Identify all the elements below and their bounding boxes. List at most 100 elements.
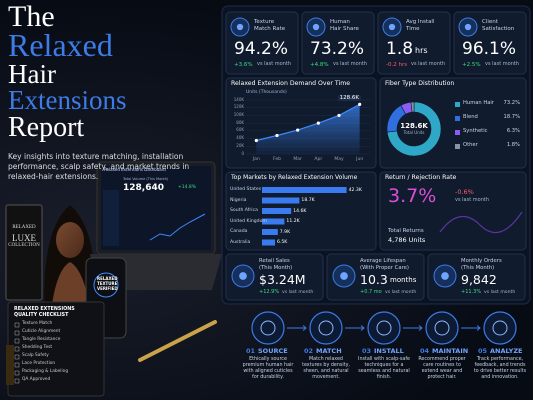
checkbox <box>14 362 20 368</box>
checkbox <box>14 322 20 328</box>
step-arrow <box>345 325 365 331</box>
kpi-label: (With Proper Care) <box>360 265 409 271</box>
step-name: SOURCE <box>258 347 288 355</box>
step-arrow <box>461 325 481 331</box>
kpi-value: 94.2% <box>234 39 289 59</box>
kpi-change: +4.8% <box>310 62 329 68</box>
returns-value: 3.7% <box>388 185 437 207</box>
step-arrow <box>287 325 307 331</box>
legend-label: Other <box>463 142 478 148</box>
checkbox <box>14 354 20 360</box>
point <box>358 102 362 106</box>
legend-value: 73.2% <box>503 100 520 106</box>
y-tick-label: 100K <box>233 111 244 117</box>
kpi-change: -0.2 hrs <box>386 62 408 68</box>
laptop-metric-change: +14.8% <box>178 185 197 190</box>
legend-swatch <box>455 130 460 135</box>
returns-total-value: 4,786 Units <box>388 236 426 244</box>
kpi-label: Monthly Orders <box>461 258 502 264</box>
card <box>379 171 527 251</box>
kpi-label: Retail Sales <box>259 258 290 264</box>
kpi-label: Hair Share <box>330 26 359 32</box>
checklist-item: Packaging & Labeling <box>22 369 69 374</box>
bar <box>262 197 300 204</box>
step-number: 01 <box>246 347 256 355</box>
bar-value: 18.7K <box>301 198 315 203</box>
card <box>225 253 324 301</box>
x-tick-label: Apr <box>314 157 323 162</box>
step-text: Install with scalp-safe techniques for a… <box>358 357 410 380</box>
phone-text: VERIFIED <box>97 286 118 291</box>
bar-label: South Africa <box>230 208 258 213</box>
step-name: MAINTAIN <box>432 347 469 355</box>
laptop-sidebar <box>103 190 119 246</box>
line <box>256 103 360 142</box>
book-text: LUXE <box>12 233 36 243</box>
bar-label: Canada <box>230 229 248 234</box>
bar <box>262 229 278 235</box>
checklist-title: QUALITY CHECKLIST <box>14 313 69 318</box>
x-tick-label: Feb <box>273 157 281 162</box>
chart-title: Top Markets by Relaxed Extension Volume <box>231 174 358 181</box>
y-tick-label: 140K <box>233 96 244 102</box>
kpi-value: $3.24M <box>259 272 306 287</box>
step-name: ANALYZE <box>490 347 523 355</box>
kpi-icon-dot <box>388 23 396 31</box>
kpi-unit: months <box>390 276 417 284</box>
chart-title: Fiber Type Distribution <box>385 80 455 87</box>
laptop-chart <box>149 213 206 241</box>
pen <box>138 320 217 362</box>
kpi-icon-dot <box>236 23 244 31</box>
y-tick-label: 120K <box>233 104 244 110</box>
legend-value: 1.8% <box>506 142 520 148</box>
bar-label: United States <box>230 187 262 192</box>
area <box>256 104 360 154</box>
kpi-note: vs last month <box>333 61 367 67</box>
point <box>337 113 341 118</box>
kpi-change: +11.3% <box>461 289 482 295</box>
bar <box>262 187 347 193</box>
step-icon <box>492 320 508 336</box>
y-tick-label: 0 <box>241 150 244 156</box>
step-arrow <box>403 325 423 331</box>
checkbox <box>14 346 20 352</box>
returns-total-label: Total Returns <box>388 228 424 234</box>
kpi-label: Time <box>406 26 420 32</box>
legend-value: 6.3% <box>506 128 520 134</box>
x-tick-label: Jan <box>252 157 260 162</box>
y-tick-label: 20K <box>236 142 244 148</box>
step-text: Ethically source premium human hair with… <box>242 357 294 380</box>
book-text: RELAXED <box>12 225 36 230</box>
step-number: 02 <box>304 347 314 355</box>
donut-slice <box>410 101 415 113</box>
checkbox <box>14 338 20 344</box>
book-text: COLLECTION <box>8 243 40 248</box>
x-tick-label: Mar <box>293 157 302 162</box>
kpi-label: Human <box>330 19 350 25</box>
bar-value: 11.2K <box>286 219 300 224</box>
bottle <box>6 345 14 385</box>
kpi-change: +12.9% <box>259 289 280 295</box>
checklist-item: Lace Protection <box>22 361 56 366</box>
kpi-note: vs last month <box>385 290 417 295</box>
wave-decoration <box>439 211 523 234</box>
kpi-change: +3.6% <box>234 62 253 68</box>
kpi-label: (This Month) <box>461 265 495 271</box>
kpi-note: vs last month <box>411 61 445 67</box>
step-icon <box>434 320 450 336</box>
step-number: 04 <box>420 347 430 355</box>
kpi-change: +0.7 mo <box>360 289 382 295</box>
kpi-label: Average Lifespan <box>360 258 406 264</box>
checklist-item: QA Approved <box>22 377 51 382</box>
step-icon <box>318 320 334 336</box>
kpi-label: Client <box>482 19 498 25</box>
step-number: 05 <box>478 347 488 355</box>
checklist-item: Scalp Safety <box>22 353 49 358</box>
kpi-label: Match Rate <box>254 26 286 32</box>
face <box>56 222 84 258</box>
checkbox <box>14 378 20 384</box>
kpi-label: Satisfaction <box>482 26 515 32</box>
step-circle <box>425 311 459 345</box>
kpi-note: vs last month <box>484 290 516 295</box>
